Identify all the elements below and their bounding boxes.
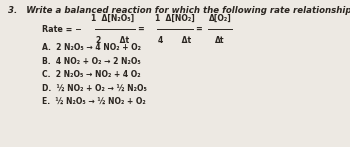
- Text: Δt: Δt: [215, 36, 225, 45]
- Text: =: =: [195, 25, 201, 34]
- Text: E.  ½ N₂O₅ → ½ NO₂ + O₂: E. ½ N₂O₅ → ½ NO₂ + O₂: [42, 97, 146, 106]
- Text: B.  4 NO₂ + O₂ → 2 N₂O₅: B. 4 NO₂ + O₂ → 2 N₂O₅: [42, 56, 141, 66]
- Text: 3.   Write a balanced reaction for which the following rate relationships are tr: 3. Write a balanced reaction for which t…: [8, 6, 350, 15]
- Text: =: =: [136, 25, 144, 34]
- Text: A.  2 N₂O₅ → 4 NO₂ + O₂: A. 2 N₂O₅ → 4 NO₂ + O₂: [42, 43, 141, 52]
- Text: 1  Δ[NO₂]: 1 Δ[NO₂]: [155, 14, 195, 23]
- Text: Rate = −: Rate = −: [42, 25, 82, 34]
- Text: C.  2 N₂O₅ → NO₂ + 4 O₂: C. 2 N₂O₅ → NO₂ + 4 O₂: [42, 70, 141, 79]
- Text: 1  Δ[N₂O₅]: 1 Δ[N₂O₅]: [91, 14, 134, 23]
- Text: Δ[O₂]: Δ[O₂]: [209, 14, 231, 23]
- Text: D.  ½ NO₂ + O₂ → ½ N₂O₅: D. ½ NO₂ + O₂ → ½ N₂O₅: [42, 83, 147, 92]
- Text: 4       Δt: 4 Δt: [159, 36, 191, 45]
- Text: 2       Δt: 2 Δt: [97, 36, 130, 45]
